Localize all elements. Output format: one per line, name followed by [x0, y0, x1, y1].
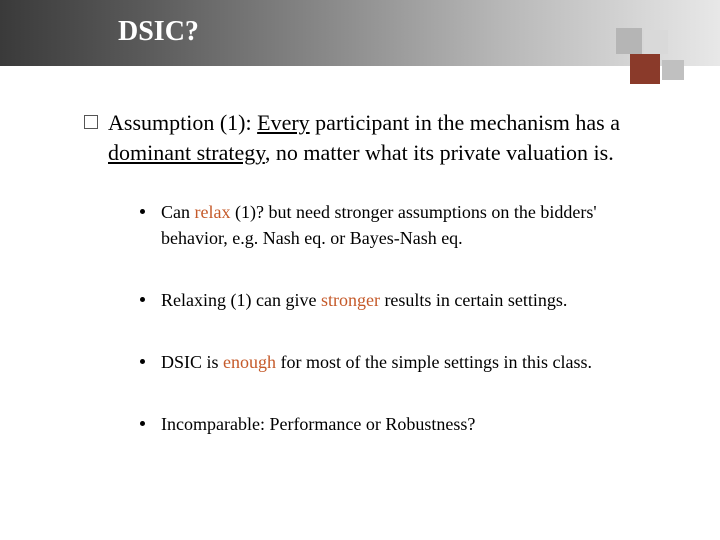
- sub-bullet-text: Relaxing (1) can give stronger results i…: [161, 287, 648, 313]
- sub-bullet-text: Incomparable: Performance or Robustness?: [161, 411, 648, 437]
- plain-text: for most of the simple settings in this …: [276, 352, 592, 372]
- logo-block-4: [662, 60, 684, 80]
- sub-bullet-text: Can relax (1)? but need stronger assumpt…: [161, 199, 648, 251]
- bullet-dot-icon: [140, 209, 145, 214]
- sub-bullet-item: Incomparable: Performance or Robustness?: [140, 411, 648, 437]
- assumption-prefix: Assumption (1):: [108, 110, 257, 135]
- plain-text: results in certain settings.: [380, 290, 567, 310]
- title-bar: DSIC?: [0, 0, 720, 66]
- accent-text: stronger: [321, 290, 380, 310]
- assumption-suffix: , no matter what its private valuation i…: [265, 140, 614, 165]
- bullet-dot-icon: [140, 421, 145, 426]
- assumption-text: Assumption (1): Every participant in the…: [108, 108, 648, 169]
- assumption-mid-1: participant in the mechanism has a: [310, 110, 620, 135]
- sub-bullet-list: Can relax (1)? but need stronger assumpt…: [140, 199, 648, 437]
- content-area: Assumption (1): Every participant in the…: [0, 108, 720, 473]
- logo-blocks: [616, 28, 692, 88]
- plain-text: Can: [161, 202, 195, 222]
- assumption-item: Assumption (1): Every participant in the…: [84, 108, 648, 169]
- assumption-underlined-2: dominant strategy: [108, 140, 265, 165]
- sub-bullet-item: DSIC is enough for most of the simple se…: [140, 349, 648, 375]
- logo-block-3: [630, 54, 660, 84]
- sub-bullet-text: DSIC is enough for most of the simple se…: [161, 349, 648, 375]
- plain-text: Relaxing (1) can give: [161, 290, 321, 310]
- checkbox-bullet-icon: [84, 115, 98, 129]
- accent-text: enough: [223, 352, 276, 372]
- logo-block-2: [644, 30, 668, 54]
- sub-bullet-item: Relaxing (1) can give stronger results i…: [140, 287, 648, 313]
- plain-text: DSIC is: [161, 352, 223, 372]
- bullet-dot-icon: [140, 359, 145, 364]
- plain-text: Incomparable: Performance or Robustness?: [161, 414, 475, 434]
- slide-title: DSIC?: [118, 16, 199, 48]
- assumption-underlined-1: Every: [257, 110, 310, 135]
- logo-block-1: [616, 28, 642, 54]
- bullet-dot-icon: [140, 297, 145, 302]
- sub-bullet-item: Can relax (1)? but need stronger assumpt…: [140, 199, 648, 251]
- accent-text: relax: [195, 202, 231, 222]
